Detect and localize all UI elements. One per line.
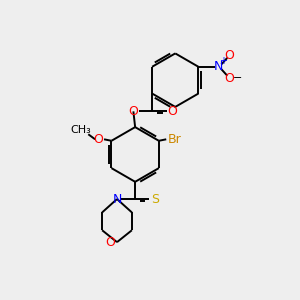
Text: N: N: [112, 193, 122, 206]
Text: +: +: [219, 56, 227, 66]
Text: O: O: [225, 72, 235, 85]
Text: S: S: [151, 193, 159, 206]
Text: Br: Br: [167, 133, 181, 146]
Text: −: −: [233, 73, 243, 83]
Text: N: N: [214, 60, 223, 73]
Text: O: O: [128, 105, 138, 118]
Text: O: O: [167, 105, 177, 118]
Text: O: O: [106, 236, 116, 249]
Text: O: O: [225, 49, 235, 62]
Text: O: O: [94, 133, 103, 146]
Text: CH₃: CH₃: [71, 125, 92, 135]
